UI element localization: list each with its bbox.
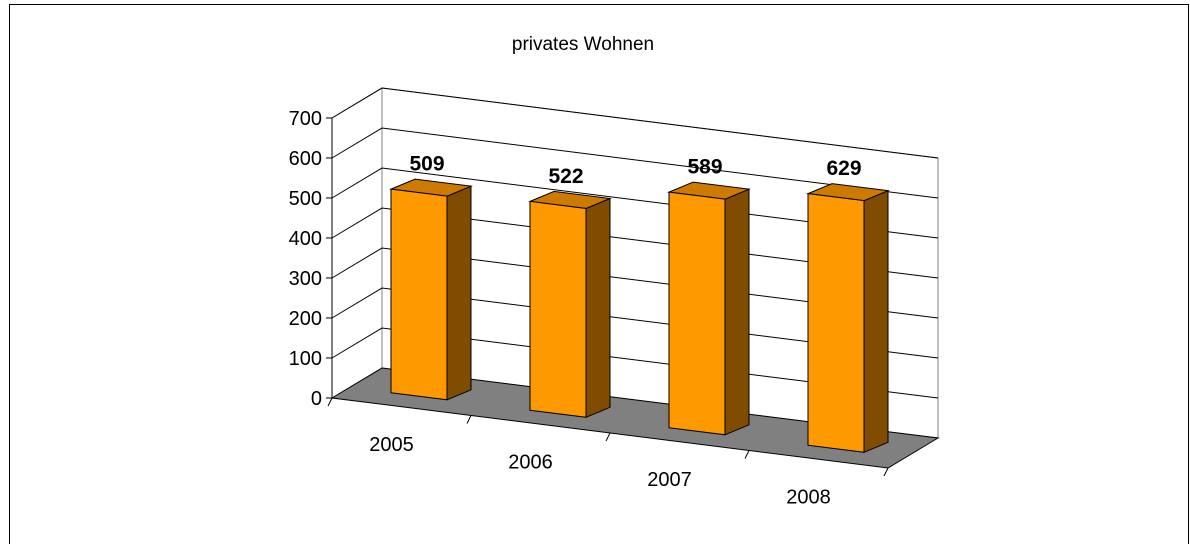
y-tick-label: 600 <box>289 148 322 170</box>
chart-title: privates Wohnen <box>512 34 654 55</box>
bars <box>389 178 890 454</box>
bar-side <box>863 189 889 454</box>
x-tick <box>605 432 611 442</box>
x-tick <box>883 467 889 477</box>
bar-front <box>668 191 726 436</box>
floor-plane <box>330 367 940 469</box>
data-label: 589 <box>687 156 722 179</box>
bar-front <box>807 193 865 453</box>
data-label: 522 <box>548 165 583 188</box>
x-tick-label: 2006 <box>508 451 553 473</box>
bar-side <box>585 197 611 419</box>
gridline <box>331 327 939 399</box>
chart-walls <box>331 87 939 439</box>
x-tick-label: 2007 <box>647 469 692 491</box>
bar-2006 <box>528 190 612 419</box>
y-tick-label: 300 <box>289 268 322 290</box>
gridline <box>331 207 939 279</box>
gridline <box>331 87 939 159</box>
chart-frame <box>9 4 1189 544</box>
x-tick <box>744 450 750 459</box>
y-tick-label: 100 <box>289 348 322 370</box>
y-tick-label: 700 <box>289 108 322 130</box>
y-tick-label: 500 <box>289 188 322 210</box>
x-tick-label: 2008 <box>786 486 831 508</box>
bar-side <box>724 188 750 436</box>
y-tick-label: 400 <box>289 228 322 250</box>
data-labels: 509 522 589 629 <box>409 153 861 188</box>
bar-front <box>529 200 587 418</box>
gridline <box>331 247 939 319</box>
y-axis: 0 100 200 300 400 500 600 700 <box>289 108 333 410</box>
bar-2008 <box>806 183 890 454</box>
y-tick-label: 0 <box>311 388 322 410</box>
x-tick <box>327 397 333 407</box>
side-wall <box>331 87 383 399</box>
bar-2007 <box>667 181 751 436</box>
gridlines <box>331 87 939 399</box>
gridline <box>331 287 939 359</box>
bar-side <box>446 185 472 401</box>
data-label: 629 <box>826 157 861 180</box>
bar-2005 <box>389 178 473 401</box>
y-tick-label: 200 <box>289 308 322 330</box>
data-label: 509 <box>409 153 444 176</box>
x-tick-label: 2005 <box>369 434 414 456</box>
gridline <box>331 167 939 239</box>
bar-front <box>390 188 448 401</box>
x-axis: 2005 2006 2007 2008 <box>327 397 889 508</box>
gridline <box>331 127 939 199</box>
chart-floor <box>330 367 940 469</box>
x-tick <box>466 415 472 424</box>
